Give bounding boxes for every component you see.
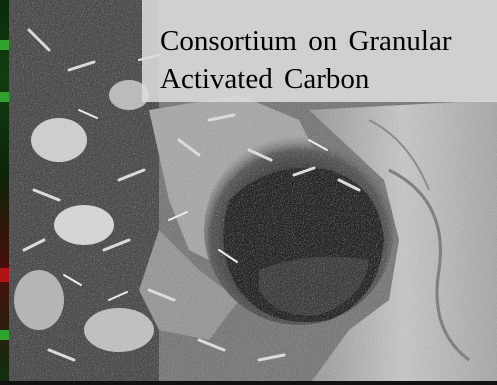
caption-line-2: Activated Carbon <box>160 63 370 95</box>
bottom-border <box>0 381 497 385</box>
figure-caption: Consortium on Granular Activated Carbon <box>160 22 495 98</box>
caption-line-1: Consortium on Granular <box>160 25 452 57</box>
fluorescence-strip <box>0 0 9 385</box>
caption-panel <box>142 0 497 102</box>
